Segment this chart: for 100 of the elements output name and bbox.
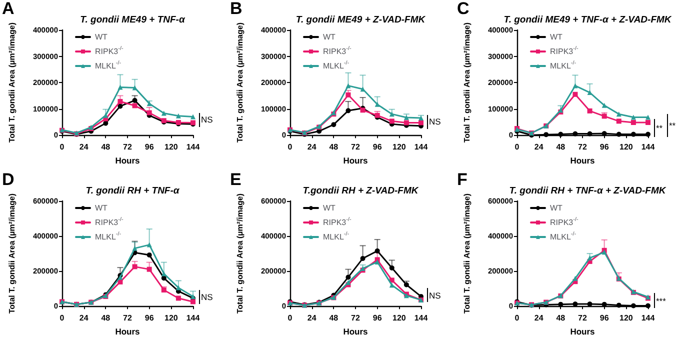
point [616,132,622,137]
point [631,120,636,125]
x-tick-label: 96 [372,142,382,152]
x-tick-label: 0 [60,313,65,322]
x-tick-label: 144 [414,142,428,152]
point [587,108,592,114]
text: ** [669,120,676,130]
text: B [230,0,242,18]
point [602,102,608,108]
x-axis-title: Hours [342,156,368,166]
point [103,112,108,118]
point [103,120,108,126]
y-axis-title: Total T. gondii Area (µm²/image) [462,192,472,314]
x-tick-label: 24 [79,313,89,322]
x-tick-label: 0 [60,142,65,152]
point [544,132,549,138]
point [602,301,608,306]
x-tick-label: 48 [556,142,566,152]
chart-title: T. gondii ME49 + TNF-α + Z-VAD-FMK [504,14,673,26]
legend-label: WT [322,32,336,42]
x-tick-label: 120 [164,142,178,152]
text: C [457,0,470,18]
text: A [2,0,14,18]
text: F [457,170,468,188]
x-axis-title: Hours [115,156,140,166]
x-tick-label: 120 [164,313,178,322]
x-axis-title: Hours [342,326,368,336]
x-tick-label: 96 [144,313,154,322]
point [345,274,350,280]
point [616,302,622,308]
text: E [230,170,241,188]
point [176,295,181,300]
x-tick-label: 72 [350,313,360,322]
point [388,118,394,124]
x-tick-label: 0 [287,142,292,152]
point [572,131,578,136]
point [118,84,123,90]
x-tick-label: 24 [306,313,316,322]
point [572,83,578,88]
point [631,132,636,137]
point [190,114,196,120]
x-tick-label: 72 [578,142,588,152]
y-axis-title: Total T. gondii Area (µm²/image) [462,22,472,143]
point [558,301,564,306]
text: NS [201,292,214,302]
x-tick-label: 120 [392,142,406,152]
point [388,112,394,117]
x-tick-label: 144 [642,313,656,322]
chart-title: T. gondii RH + TNF-α [86,185,180,196]
point [176,284,181,290]
x-tick-label: 48 [101,142,111,152]
point [572,275,578,280]
y-axis-title: Total T. gondii Area (µm²/image) [8,22,16,143]
point [646,120,651,125]
point [118,98,123,104]
chart-title: T. gondii ME49 + TNF-α [80,14,186,26]
point [161,110,166,116]
point [418,120,424,126]
y-axis-title: Total T. gondii Area (µm²/image) [235,22,244,143]
point [345,108,350,114]
point [146,266,152,272]
text: D [2,170,14,188]
point [646,114,651,120]
point [388,264,394,270]
text: NS [428,116,441,126]
x-tick-label: 144 [414,313,428,322]
point [118,104,123,109]
x-tick-label: 144 [186,142,200,152]
point [132,264,138,269]
x-tick-label: 144 [642,142,656,152]
chart-title: T. gondii ME49 + Z-VAD-FMK [295,14,426,26]
x-tick-label: 144 [186,313,200,322]
x-tick-label: 48 [328,142,338,152]
x-tick-label: 48 [328,313,338,322]
point [345,83,350,88]
point [616,118,622,124]
x-tick-label: 120 [392,313,406,322]
legend-label: WT [95,203,108,212]
x-tick-label: 96 [372,313,382,322]
x-tick-label: 0 [287,313,292,322]
point [616,112,622,117]
chart-title: T. gondii RH + TNF-α + Z-VAD-FMK [509,185,668,196]
x-tick-label: 72 [123,313,132,322]
legend-label: WT [550,203,563,212]
text: ** [656,122,664,133]
point [388,277,394,282]
x-tick-label: 120 [620,142,634,152]
x-axis-title: Hours [115,326,140,336]
point [631,302,636,308]
point [631,114,636,120]
text: *** [656,295,667,306]
x-tick-label: 24 [79,142,89,152]
x-tick-label: 24 [534,313,544,322]
x-tick-label: 72 [123,142,132,152]
point [132,98,138,103]
point [146,242,152,247]
legend-label: WT [95,32,108,42]
point [587,301,592,306]
point [330,122,336,128]
point [388,282,394,288]
